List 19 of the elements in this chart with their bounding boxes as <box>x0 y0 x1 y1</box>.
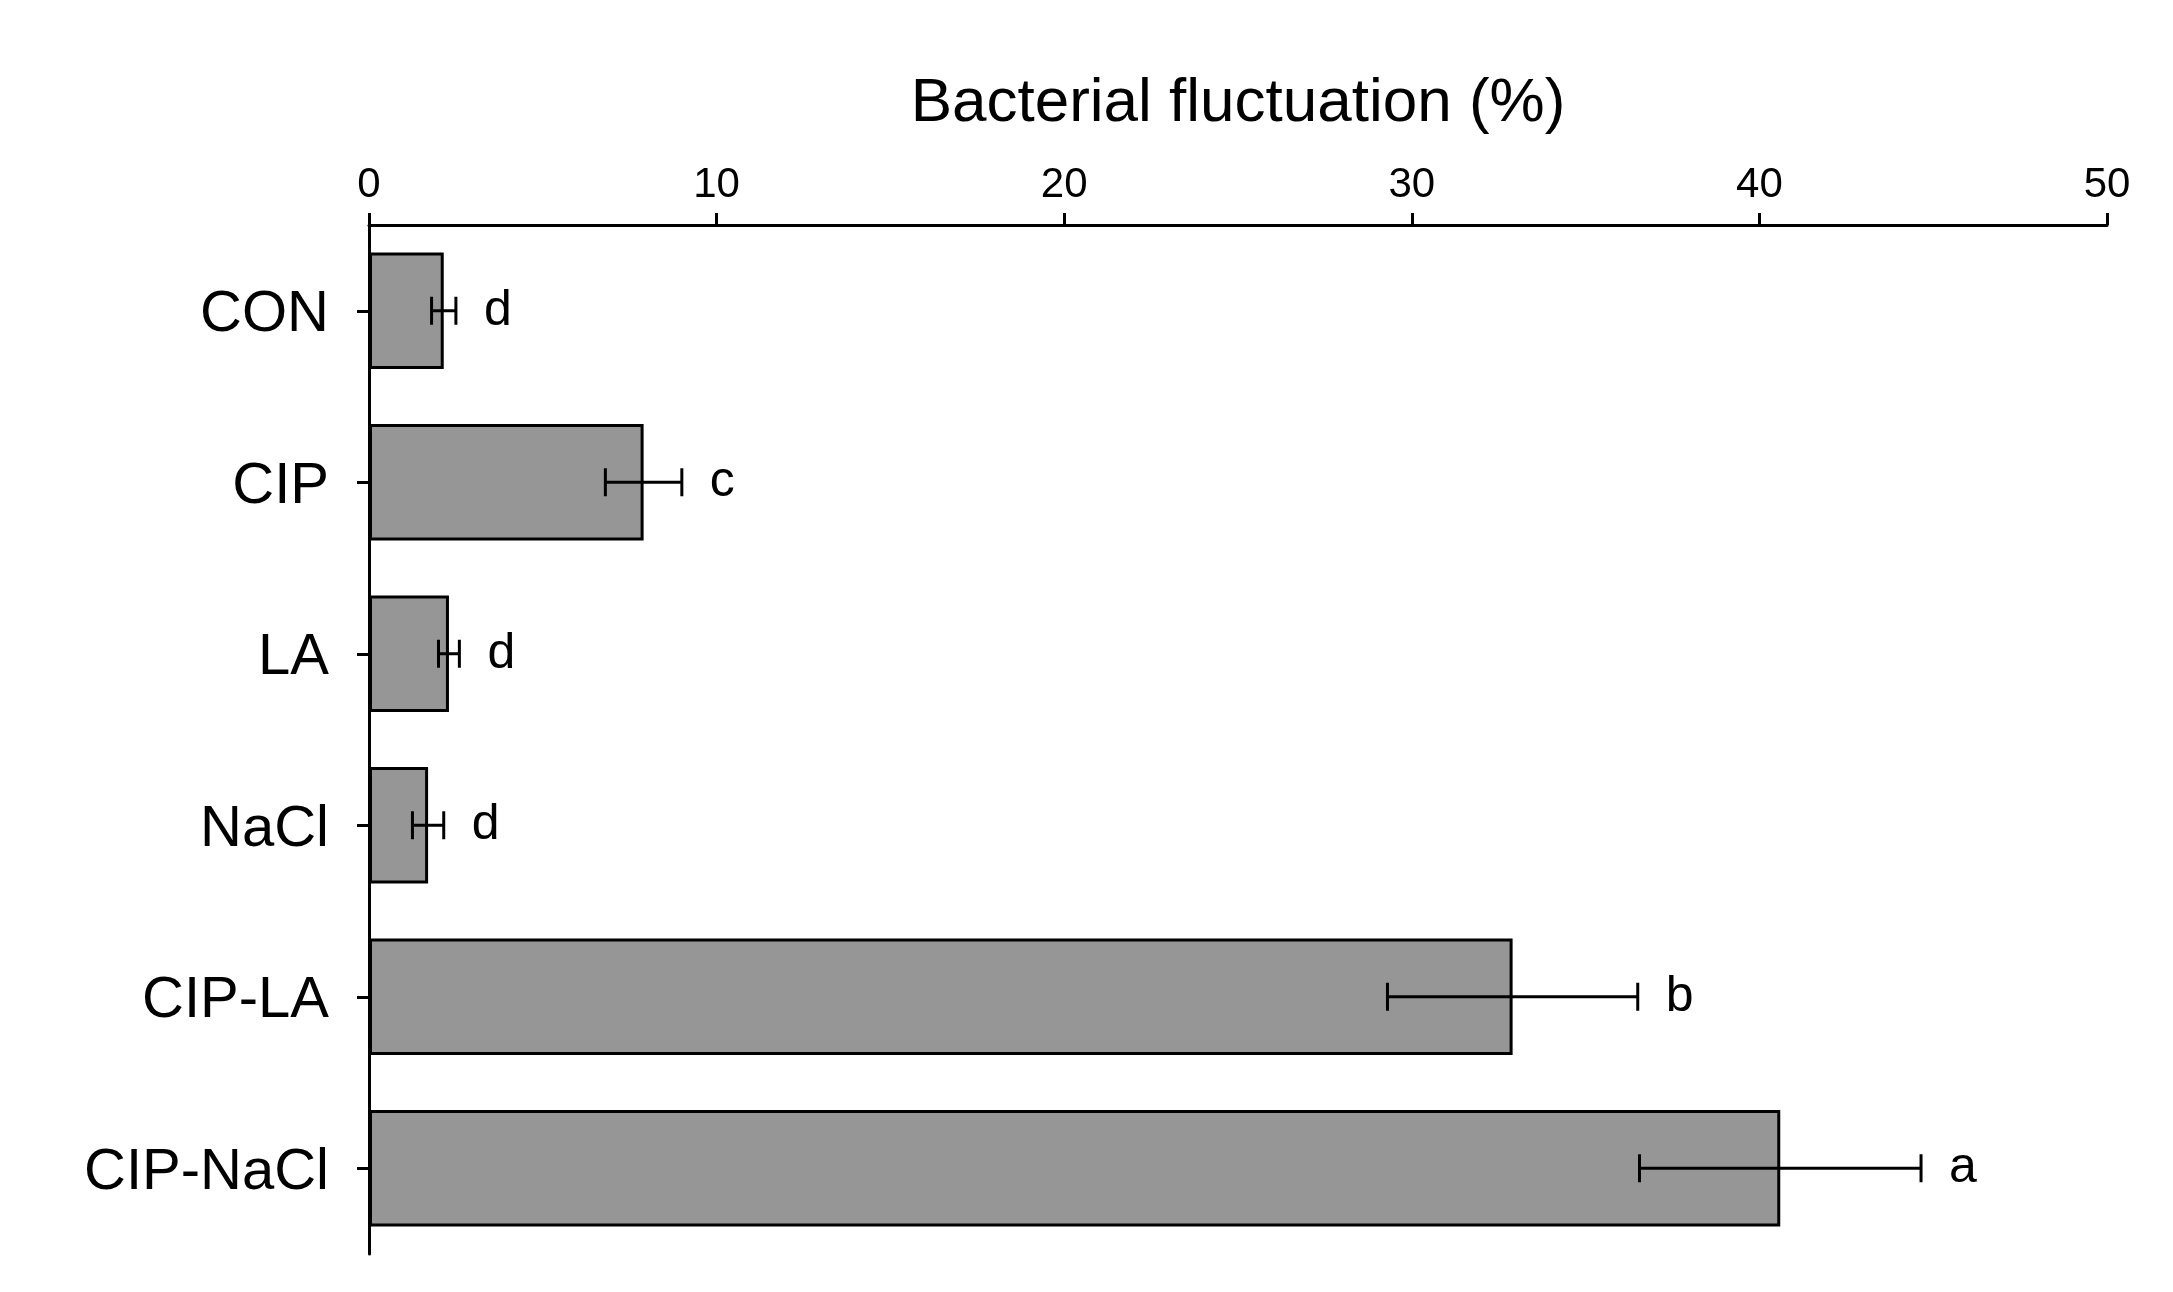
x-tick-label: 40 <box>1736 158 1783 206</box>
annotation: b <box>1665 965 1694 1022</box>
annotation: d <box>487 622 516 679</box>
y-tick-label: CIP-LA <box>142 964 330 1030</box>
annotation: d <box>483 279 512 336</box>
x-tick-label: 30 <box>1388 158 1436 206</box>
x-axis-title: Bacterial fluctuation (%) <box>910 64 1566 134</box>
x-tick-label: 50 <box>2083 158 2131 206</box>
x-tick-label: 10 <box>693 158 740 206</box>
annotation: a <box>1949 1137 1978 1194</box>
x-tick-label: 0 <box>357 158 381 206</box>
y-tick-label: LA <box>258 621 330 687</box>
annotation: d <box>471 794 500 851</box>
y-tick-label: CIP-NaCl <box>84 1135 329 1201</box>
y-tick-label: NaCl <box>200 792 329 858</box>
annotation: c <box>709 451 735 508</box>
x-tick-label: 20 <box>1040 158 1088 206</box>
y-tick-label: CIP <box>232 449 329 515</box>
y-tick-label: CON <box>200 278 329 344</box>
